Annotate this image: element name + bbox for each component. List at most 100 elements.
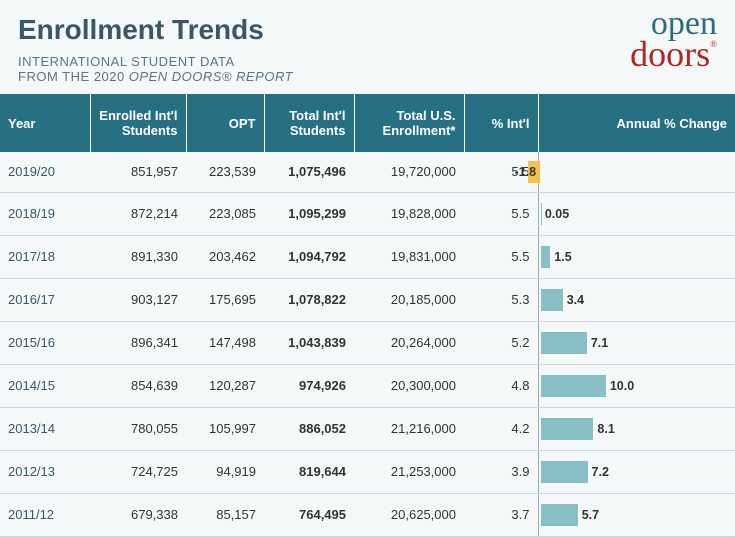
cell-opt: 147,498 <box>186 321 264 364</box>
col-pct-intl: % Int'l <box>464 94 538 152</box>
change-label: 7.2 <box>592 465 609 479</box>
subtitle-brand: OPEN DOORS <box>129 69 222 84</box>
table-row: 2015/16896,341147,4981,043,83920,264,000… <box>0 321 735 364</box>
table-row: 2013/14780,055105,997886,05221,216,0004.… <box>0 407 735 450</box>
cell-pct-intl: 4.2 <box>464 407 538 450</box>
cell-enrolled: 891,330 <box>90 235 186 278</box>
cell-year: 2013/14 <box>0 407 90 450</box>
cell-enrolled: 780,055 <box>90 407 186 450</box>
header: Enrollment Trends INTERNATIONAL STUDENT … <box>0 0 735 94</box>
cell-total-intl: 1,075,496 <box>264 152 354 192</box>
change-bar <box>541 375 606 397</box>
subtitle-line1: INTERNATIONAL STUDENT DATA <box>18 54 717 69</box>
cell-year: 2011/12 <box>0 493 90 536</box>
cell-pct-intl: 5.5 <box>464 192 538 235</box>
subtitle-suffix: REPORT <box>232 69 293 84</box>
change-bar <box>541 504 578 526</box>
cell-year: 2014/15 <box>0 364 90 407</box>
col-opt: OPT <box>186 94 264 152</box>
logo-reg: ® <box>710 39 717 49</box>
change-bar <box>541 461 588 483</box>
cell-year: 2015/16 <box>0 321 90 364</box>
cell-annual-change: 5.7 <box>538 493 735 536</box>
cell-total-us: 20,264,000 <box>354 321 464 364</box>
cell-total-intl: 974,926 <box>264 364 354 407</box>
cell-year: 2012/13 <box>0 450 90 493</box>
change-bar <box>541 246 551 268</box>
table-row: 2016/17903,127175,6951,078,82220,185,000… <box>0 278 735 321</box>
cell-opt: 203,462 <box>186 235 264 278</box>
cell-enrolled: 896,341 <box>90 321 186 364</box>
cell-total-intl: 1,043,839 <box>264 321 354 364</box>
cell-opt: 120,287 <box>186 364 264 407</box>
change-label: -1.8 <box>515 165 537 179</box>
cell-annual-change: -1.8 <box>538 152 735 192</box>
cell-annual-change: 10.0 <box>538 364 735 407</box>
cell-total-us: 19,831,000 <box>354 235 464 278</box>
cell-total-intl: 819,644 <box>264 450 354 493</box>
col-total-us: Total U.S. Enrollment* <box>354 94 464 152</box>
cell-pct-intl: 3.7 <box>464 493 538 536</box>
change-label: 3.4 <box>567 293 584 307</box>
subtitle-line2: FROM THE 2020 OPEN DOORS® REPORT <box>18 69 717 84</box>
cell-total-us: 20,625,000 <box>354 493 464 536</box>
cell-total-intl: 764,495 <box>264 493 354 536</box>
cell-total-us: 20,185,000 <box>354 278 464 321</box>
change-label: 8.1 <box>597 422 614 436</box>
cell-pct-intl: 5.3 <box>464 278 538 321</box>
open-doors-logo: open doors® <box>630 10 717 69</box>
table-row: 2012/13724,72594,919819,64421,253,0003.9… <box>0 450 735 493</box>
cell-year: 2019/20 <box>0 152 90 192</box>
cell-total-us: 21,216,000 <box>354 407 464 450</box>
cell-pct-intl: 4.8 <box>464 364 538 407</box>
cell-total-intl: 886,052 <box>264 407 354 450</box>
change-label: 1.5 <box>554 250 571 264</box>
cell-total-us: 19,720,000 <box>354 152 464 192</box>
cell-enrolled: 724,725 <box>90 450 186 493</box>
cell-total-intl: 1,078,822 <box>264 278 354 321</box>
cell-annual-change: 8.1 <box>538 407 735 450</box>
col-year: Year <box>0 94 90 152</box>
logo-open: open <box>651 5 717 42</box>
cell-annual-change: 0.05 <box>538 192 735 235</box>
subtitle-prefix: FROM THE 2020 <box>18 69 129 84</box>
cell-year: 2016/17 <box>0 278 90 321</box>
table-row: 2014/15854,639120,287974,92620,300,0004.… <box>0 364 735 407</box>
cell-annual-change: 7.2 <box>538 450 735 493</box>
cell-opt: 105,997 <box>186 407 264 450</box>
change-bar <box>541 332 587 354</box>
cell-total-us: 20,300,000 <box>354 364 464 407</box>
cell-enrolled: 854,639 <box>90 364 186 407</box>
cell-opt: 223,539 <box>186 152 264 192</box>
cell-pct-intl: 5.5 <box>464 235 538 278</box>
change-bar <box>541 418 594 440</box>
cell-opt: 94,919 <box>186 450 264 493</box>
cell-total-intl: 1,094,792 <box>264 235 354 278</box>
table-row: 2018/19872,214223,0851,095,29919,828,000… <box>0 192 735 235</box>
cell-annual-change: 3.4 <box>538 278 735 321</box>
table-row: 2017/18891,330203,4621,094,79219,831,000… <box>0 235 735 278</box>
change-label: 10.0 <box>610 379 634 393</box>
table-row: 2019/20851,957223,5391,075,49619,720,000… <box>0 152 735 192</box>
cell-enrolled: 851,957 <box>90 152 186 192</box>
subtitle-reg: ® <box>222 69 232 84</box>
cell-opt: 85,157 <box>186 493 264 536</box>
cell-total-us: 19,828,000 <box>354 192 464 235</box>
enrollment-table: Year Enrolled Int'l Students OPT Total I… <box>0 94 735 537</box>
table-row: 2011/12679,33885,157764,49520,625,0003.7… <box>0 493 735 536</box>
cell-annual-change: 1.5 <box>538 235 735 278</box>
cell-annual-change: 7.1 <box>538 321 735 364</box>
cell-opt: 175,695 <box>186 278 264 321</box>
change-label: 0.05 <box>545 207 569 221</box>
change-label: 7.1 <box>591 336 608 350</box>
change-bar <box>541 289 563 311</box>
cell-pct-intl: 5.2 <box>464 321 538 364</box>
cell-pct-intl: 3.9 <box>464 450 538 493</box>
table-header-row: Year Enrolled Int'l Students OPT Total I… <box>0 94 735 152</box>
change-label: 5.7 <box>582 508 599 522</box>
cell-opt: 223,085 <box>186 192 264 235</box>
col-enrolled: Enrolled Int'l Students <box>90 94 186 152</box>
cell-total-us: 21,253,000 <box>354 450 464 493</box>
page-title: Enrollment Trends <box>18 14 717 46</box>
cell-enrolled: 872,214 <box>90 192 186 235</box>
